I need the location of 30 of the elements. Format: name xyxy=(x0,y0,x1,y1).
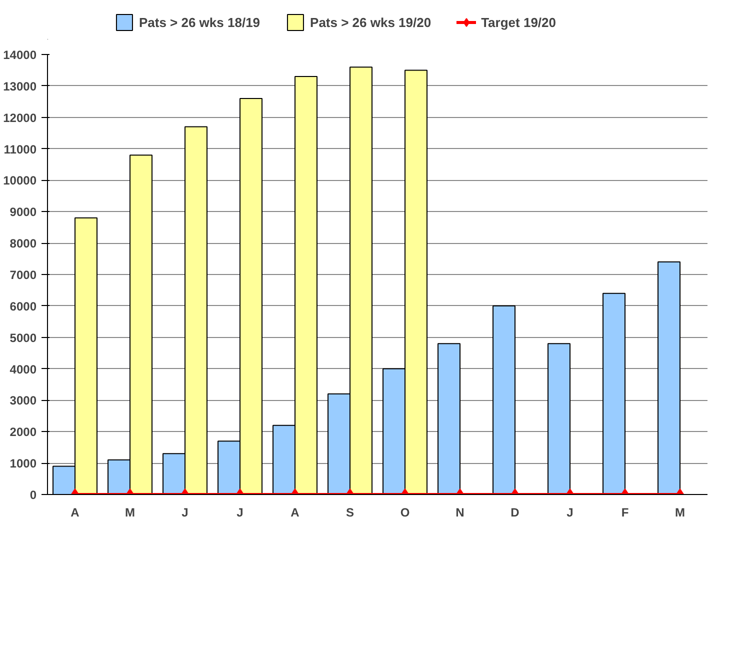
legend-label: Pats > 26 wks 19/20 xyxy=(310,14,432,30)
y-tick-label: 13000 xyxy=(3,79,37,94)
x-tick-label: J xyxy=(566,506,574,520)
x-tick-label: A xyxy=(70,506,80,520)
x-tick-label: M xyxy=(125,506,135,520)
y-tick-label: 4000 xyxy=(10,362,37,376)
y-tick-label: 8000 xyxy=(10,236,37,251)
y-tick-label: 7000 xyxy=(10,268,37,282)
y-tick-label: 12000 xyxy=(3,110,37,125)
x-tick-label: D xyxy=(510,506,520,520)
y-tick-label: 14000 xyxy=(3,48,37,62)
legend-label: Target 19/20 xyxy=(481,14,556,30)
y-tick-label: 10000 xyxy=(3,174,37,188)
y-tick-label: 11000 xyxy=(4,142,37,156)
y-tick-label: 6000 xyxy=(10,299,37,314)
x-tick-label: J xyxy=(236,506,244,520)
y-tick-label: 3000 xyxy=(10,394,37,408)
y-tick-label: 5000 xyxy=(10,330,37,345)
x-tick-label: N xyxy=(456,506,464,520)
x-tick-label: F xyxy=(621,506,629,520)
y-tick-label: 2000 xyxy=(10,425,37,440)
legend-label: Pats > 26 wks 18/19 xyxy=(138,14,260,30)
y-tick-label: 0 xyxy=(30,488,37,502)
x-tick-label: S xyxy=(346,506,354,520)
x-tick-label: M xyxy=(675,506,685,520)
x-tick-label: O xyxy=(400,506,410,520)
x-tick-label: J xyxy=(182,506,188,520)
y-tick-label: 1000 xyxy=(10,456,37,471)
x-tick-label: A xyxy=(290,506,300,520)
y-tick-label: 9000 xyxy=(10,205,37,220)
